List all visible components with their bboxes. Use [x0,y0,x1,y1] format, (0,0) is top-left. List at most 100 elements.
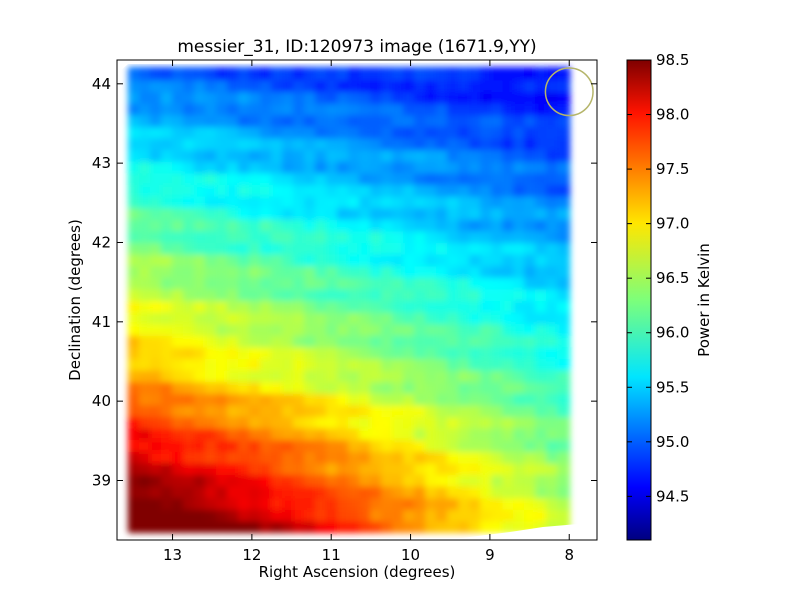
heatmap-cell [425,136,439,151]
heatmap-cell [193,182,207,197]
heatmap-cell [447,345,461,360]
heatmap-cell [293,101,307,116]
heatmap-cell [204,229,218,243]
heatmap-cell [271,333,285,348]
heatmap-cell [149,206,163,220]
heatmap-cell [248,357,262,371]
heatmap-cell [271,206,285,220]
heatmap-cell [237,345,251,360]
heatmap-cell [226,113,240,127]
heatmap-cell [392,206,406,220]
heatmap-cell [182,159,196,174]
heatmap-cell [557,415,571,429]
heatmap-cell [392,484,406,499]
heatmap-cell [458,322,472,336]
heatmap-cell [359,159,373,174]
heatmap-cell [127,380,141,394]
heatmap-cell [359,275,373,290]
heatmap-cell [447,484,461,499]
heatmap-cell [226,519,240,534]
heatmap-cell [370,194,384,209]
heatmap-cell [204,148,218,162]
heatmap-cell [513,206,527,220]
heatmap-cell [182,310,196,325]
heatmap-cell [204,449,218,464]
heatmap-cell [392,194,406,209]
heatmap-cell [260,449,274,464]
heatmap-cell [348,496,362,510]
heatmap-cell [204,78,218,93]
heatmap-cell [348,78,362,93]
heatmap-cell [271,66,285,81]
heatmap-cell [315,136,329,151]
heatmap-cell [138,333,152,348]
heatmap-cell [149,519,163,534]
heatmap-cell [226,322,240,336]
heatmap-cell [160,194,174,209]
y-axis-label: Declination (degrees) [66,219,84,381]
heatmap-cell [237,426,251,441]
heatmap-cell [337,310,351,325]
heatmap-cell [282,415,296,429]
heatmap-cell [182,206,196,220]
heatmap-cell [381,264,395,278]
heatmap-cell [513,426,527,441]
x-tick-label: 10 [401,546,420,564]
heatmap-cell [315,159,329,174]
heatmap-cell [491,519,505,534]
heatmap-cell [381,380,395,394]
heatmap-cell [348,438,362,452]
heatmap-cell [293,438,307,452]
heatmap-cell [248,333,262,348]
heatmap-cell [392,78,406,93]
heatmap-cell [315,287,329,301]
heatmap-cell [204,136,218,151]
heatmap-cell [403,148,417,162]
heatmap-cell [359,484,373,499]
heatmap-cell [535,357,549,371]
heatmap-cell [557,252,571,267]
heatmap-cell [502,78,516,93]
heatmap-cell [348,217,362,232]
heatmap-cell [414,148,428,162]
heatmap-cell [215,380,229,394]
heatmap-cell [502,449,516,464]
heatmap-cell [337,159,351,174]
heatmap-cell [182,357,196,371]
heatmap-cell [138,507,152,522]
heatmap-cell [557,171,571,185]
heatmap-cell [226,101,240,116]
heatmap-cell [337,113,351,127]
heatmap-cell [447,113,461,127]
heatmap-cell [436,148,450,162]
heatmap-cell [127,148,141,162]
heatmap-cell [271,380,285,394]
heatmap-cell [282,124,296,139]
heatmap-cell [491,148,505,162]
heatmap-cell [293,148,307,162]
colorbar-tick-label: 96.0 [656,324,689,342]
heatmap-cell [447,287,461,301]
heatmap-cell [513,90,527,104]
heatmap-cell [326,229,340,243]
heatmap-cell [204,484,218,499]
heatmap-cell [182,252,196,267]
heatmap-cell [557,426,571,441]
heatmap-cell [127,507,141,522]
heatmap-cell [282,240,296,255]
heatmap-cell [414,507,428,522]
heatmap-cell [502,113,516,127]
heatmap-cell [403,299,417,313]
heatmap-cell [215,124,229,139]
heatmap-cell [370,159,384,174]
heatmap-cell [304,415,318,429]
heatmap-cell [458,357,472,371]
heatmap-cell [215,264,229,278]
heatmap-cell [160,484,174,499]
heatmap-cell [204,159,218,174]
heatmap-cell [370,496,384,510]
heatmap-cell [282,206,296,220]
heatmap-cell [315,461,329,476]
heatmap-cell [491,78,505,93]
heatmap-cell [193,78,207,93]
